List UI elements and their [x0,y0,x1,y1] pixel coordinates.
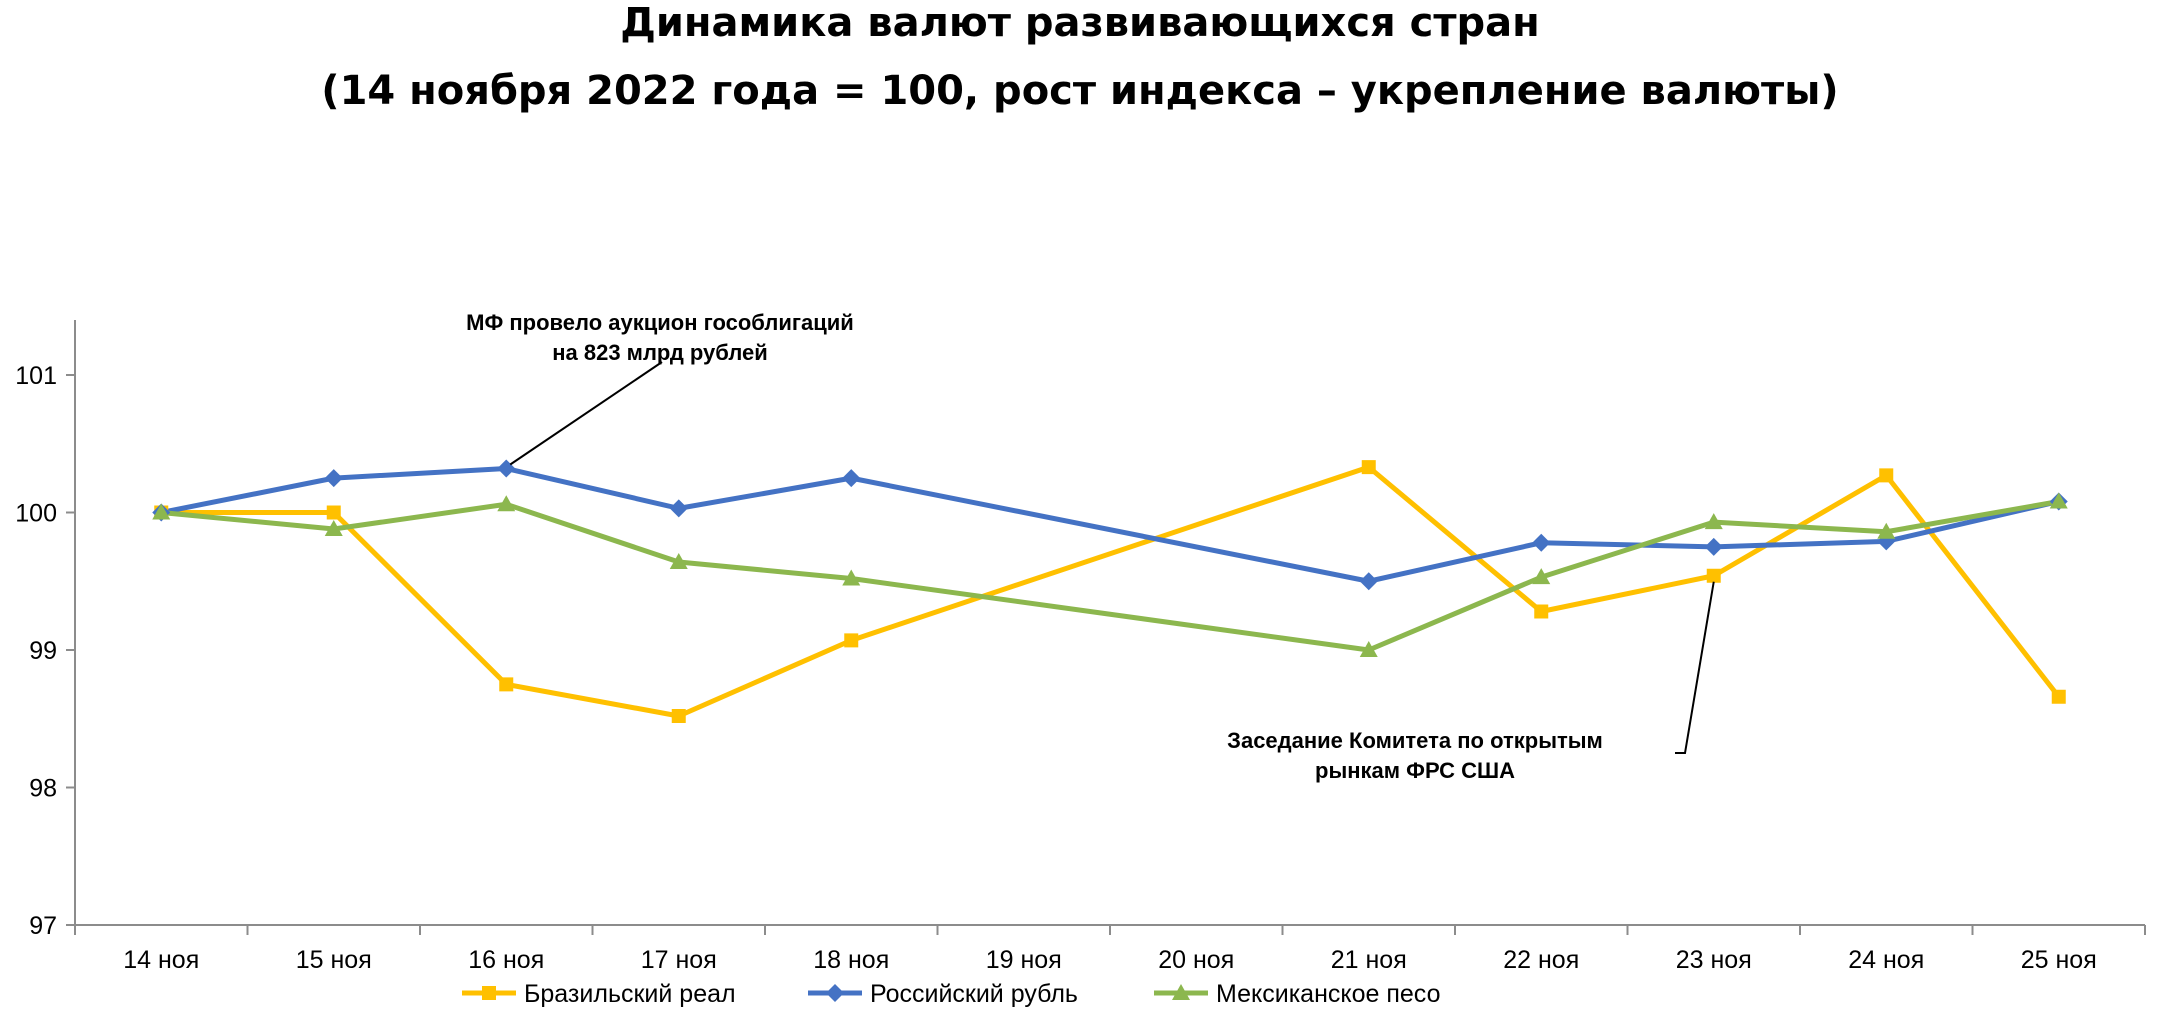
legend-label-2: Российский рубль [870,980,1078,1008]
series-3-point [1359,641,1378,657]
series-1-point [1706,568,1721,583]
series-1-point [1361,460,1376,475]
x-tick-label: 22 ноя [1503,946,1579,974]
series-1-point [844,633,859,648]
series-3-point [1704,513,1723,530]
legend-marker-1 [482,986,496,1000]
series-2-point [324,469,343,488]
chart-legend: Бразильский реал Российский рубль Мексикан… [462,980,1441,1008]
x-tick-label: 23 ноя [1676,946,1752,974]
series-line-2 [160,466,2060,584]
series-3-point [1877,522,1896,539]
series-3-point [497,495,516,512]
y-tick-label: 98 [29,775,57,803]
x-tick-label: 16 ноя [468,946,544,974]
annotation-leader-line [1675,581,1715,754]
x-tick-label: 24 ноя [1848,946,1924,974]
y-tick-label: 101 [15,362,57,390]
series-2-point [842,469,861,488]
x-tick-label: 18 ноя [813,946,889,974]
y-tick-label: 99 [29,637,57,665]
series-line-3 [161,499,2060,653]
legend-label-3: Мексиканское песо [1216,980,1441,1008]
series-1-point [1534,604,1549,619]
legend-marker-2 [826,984,844,1002]
series-3-point [2049,492,2068,509]
chart-annotations: МФ провело аукцион гособлигаций на 823 мл… [466,310,1715,783]
series-2-point [1704,537,1723,556]
annotation-leader-line [509,361,663,466]
series-3-point [669,553,688,569]
x-tick-label: 21 ноя [1331,946,1407,974]
chart-subtitle: (14 ноября 2022 года = 100, рост индекса… [321,68,1839,114]
x-tick-label: 20 ноя [1158,946,1234,974]
series-2-point [1532,533,1551,552]
series-3-point [1532,568,1551,585]
series-line-1 [161,464,2061,719]
x-tick-label: 14 ноя [123,946,199,974]
legend-label-1: Бразильский реал [524,980,736,1008]
annotation-text: на 823 млрд рублей [552,340,768,365]
series-1-point [499,677,514,692]
chart-axes: 97 98 99 100 101 14 ноя 15 ноя 16 ноя 17 ноя 18 н… [15,320,2146,974]
series-3-point [324,520,343,536]
y-tick-label: 97 [29,912,57,940]
series-2-point [1359,572,1378,591]
chart-series-markers [152,459,2068,723]
x-tick-label: 15 ноя [296,946,372,974]
x-tick-label: 17 ноя [641,946,717,974]
legend-marker-3 [1172,984,1190,1000]
series-3-point [152,503,171,520]
x-tick-label: 19 ноя [986,946,1062,974]
x-tick-label: 25 ноя [2021,946,2097,974]
annotation-text: Заседание Комитета по открытым [1227,728,1603,753]
chart-series-lines [160,464,2061,719]
annotation-text: МФ провело аукцион гособлигаций [466,310,854,335]
series-2-point [669,499,688,518]
series-1-point [1879,468,1894,483]
series-1-point [2051,689,2066,704]
y-tick-label: 100 [15,500,57,528]
series-1-point [671,709,686,723]
chart-title: Динамика валют развивающихся стран [620,0,1540,46]
series-3-point [842,569,861,586]
series-1-point [326,505,341,520]
annotation-text: рынкам ФРС США [1315,758,1515,783]
